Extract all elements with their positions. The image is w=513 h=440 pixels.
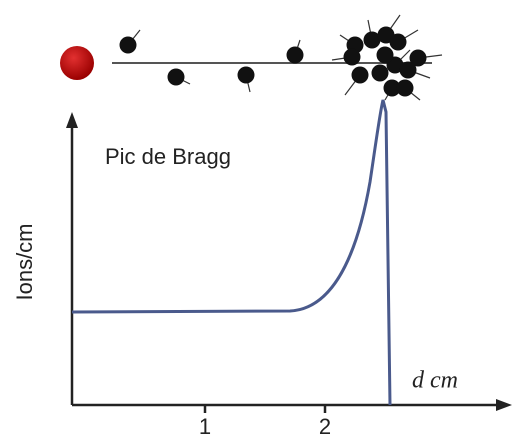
y-arrow xyxy=(66,112,78,128)
ionisation-dots xyxy=(119,26,427,97)
y-label: Ions/cm xyxy=(12,223,37,300)
x-tick-label: 1 xyxy=(199,414,211,439)
ion xyxy=(60,46,94,80)
bragg-curve xyxy=(71,99,392,406)
x-tick-label: 2 xyxy=(319,414,331,439)
axes xyxy=(70,125,500,413)
x-label: d cm xyxy=(412,368,458,394)
title: Pic de Bragg xyxy=(105,144,231,169)
ion-track xyxy=(60,14,443,101)
x-arrow xyxy=(496,399,512,411)
